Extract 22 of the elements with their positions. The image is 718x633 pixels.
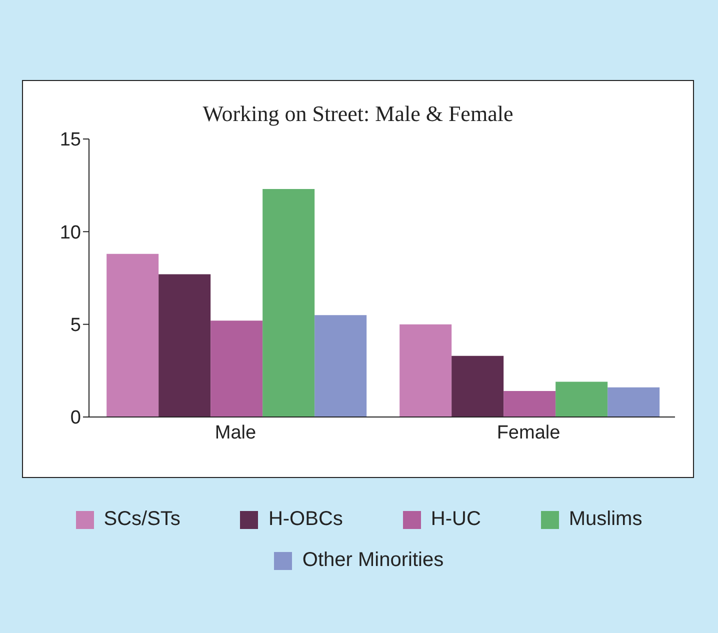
legend-label: SCs/STs bbox=[104, 508, 180, 531]
y-tick-label: 0 bbox=[70, 408, 81, 429]
legend-label: Other Minorities bbox=[302, 549, 444, 572]
x-tick-label: Male bbox=[214, 422, 256, 444]
x-tick-label: Female bbox=[496, 422, 560, 444]
y-tick-label: 5 bbox=[70, 315, 81, 336]
bar bbox=[556, 382, 608, 417]
bar bbox=[158, 274, 211, 417]
bar bbox=[504, 391, 556, 417]
y-tick-label: 15 bbox=[60, 130, 81, 151]
legend-label: H-UC bbox=[430, 508, 481, 531]
legend-label: H-OBCs bbox=[268, 508, 343, 531]
bar bbox=[106, 254, 159, 417]
y-tick-label: 10 bbox=[60, 222, 81, 244]
bar bbox=[400, 324, 452, 417]
legend-label: Muslims bbox=[568, 508, 642, 531]
bar bbox=[608, 387, 660, 417]
chart-title: Working on Street: Male & Female bbox=[202, 101, 514, 127]
bar bbox=[262, 189, 315, 417]
bar bbox=[452, 356, 504, 417]
bar bbox=[210, 320, 263, 417]
bar bbox=[314, 315, 367, 417]
